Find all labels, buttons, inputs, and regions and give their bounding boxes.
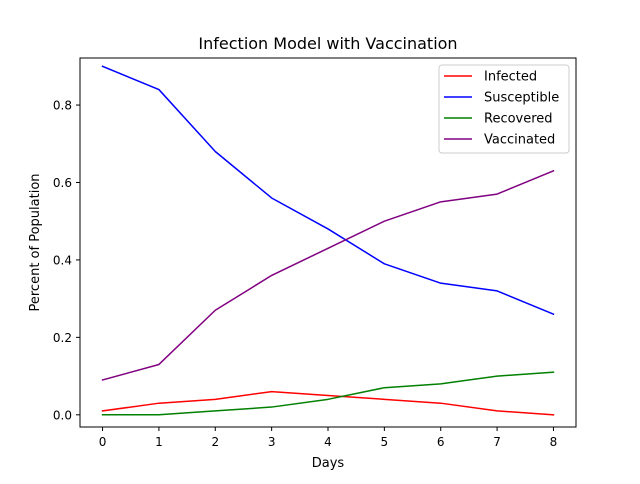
y-axis-label: Percent of Population (28, 173, 43, 311)
legend-label-recovered: Recovered (484, 112, 553, 127)
y-tick-label: 0.6 (53, 176, 72, 190)
legend-box (438, 64, 570, 154)
series-layer (101, 65, 555, 416)
y-tick-label: 0.4 (53, 253, 72, 267)
x-tick-label: 2 (211, 435, 219, 449)
legend-label-susceptible: Susceptible (484, 91, 559, 106)
legend-label-infected: Infected (484, 70, 537, 85)
y-axis-ticks: 0.0 0.2 0.4 0.6 0.8 (53, 99, 80, 422)
x-tick-label: 8 (550, 435, 558, 449)
x-axis-ticks: 0 1 2 3 4 5 6 7 8 (99, 427, 558, 449)
y-tick-label: 0.0 (53, 408, 72, 422)
legend-label-vaccinated: Vaccinated (484, 133, 555, 148)
y-tick-label: 0.2 (53, 331, 72, 345)
x-tick-label: 4 (324, 435, 332, 449)
chart-title: Infection Model with Vaccination (198, 34, 457, 53)
legend-items: Infected Susceptible Recovered Vaccinated (444, 70, 559, 148)
y-tick-label: 0.8 (53, 99, 72, 113)
legend: Infected Susceptible Recovered Vaccinated (438, 64, 570, 154)
x-axis-label: Days (312, 456, 345, 471)
x-tick-label: 6 (437, 435, 445, 449)
series-line-susceptible (101, 65, 555, 316)
x-tick-label: 1 (155, 435, 163, 449)
x-tick-label: 0 (99, 435, 107, 449)
series-line-recovered (101, 371, 555, 416)
x-tick-label: 3 (268, 435, 276, 449)
x-tick-label: 7 (493, 435, 501, 449)
series-line-vaccinated (101, 169, 555, 381)
x-tick-label: 5 (381, 435, 389, 449)
plot-frame (79, 57, 577, 428)
series-line-infected (101, 390, 555, 416)
